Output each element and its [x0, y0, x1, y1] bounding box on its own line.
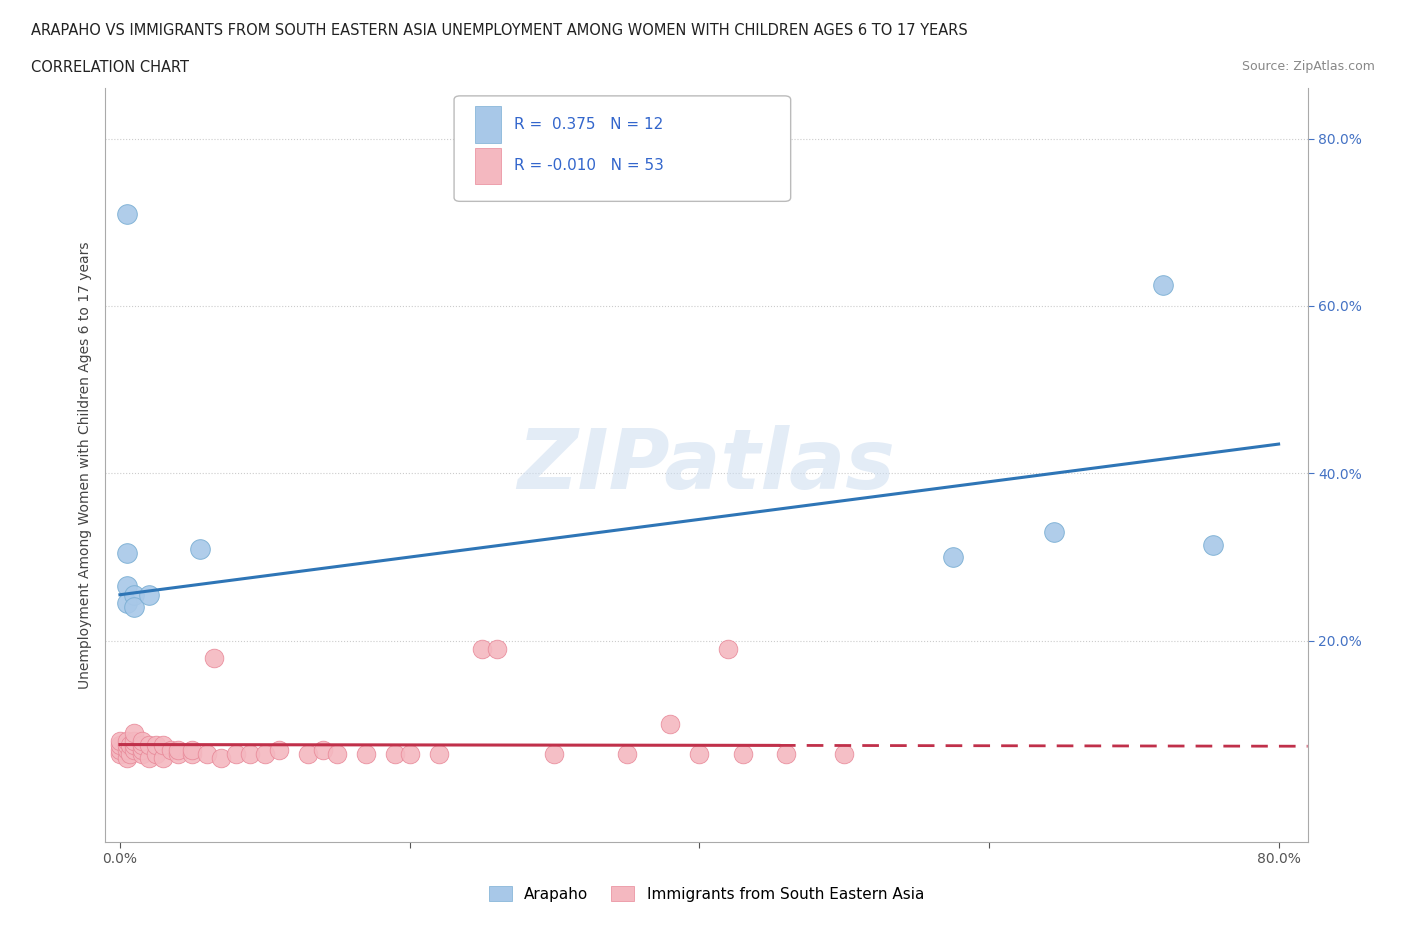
Point	[120, 738, 142, 753]
Bar	[474, 106, 501, 142]
Point	[832, 746, 855, 761]
Point	[138, 738, 160, 753]
Point	[108, 742, 131, 757]
Point	[225, 746, 247, 761]
Y-axis label: Unemployment Among Women with Children Ages 6 to 17 years: Unemployment Among Women with Children A…	[79, 241, 93, 689]
Point	[775, 746, 797, 761]
Point	[124, 738, 146, 753]
Point	[195, 746, 218, 761]
Point	[398, 746, 420, 761]
Point	[115, 545, 138, 560]
Text: Source: ZipAtlas.com: Source: ZipAtlas.com	[1241, 60, 1375, 73]
Point	[1043, 525, 1066, 539]
Point	[312, 742, 335, 757]
Point	[181, 746, 204, 761]
Point	[115, 734, 138, 749]
Point	[384, 746, 406, 761]
Point	[131, 738, 153, 753]
FancyBboxPatch shape	[454, 96, 790, 202]
Point	[131, 734, 153, 749]
Point	[152, 751, 174, 765]
Point	[239, 746, 262, 761]
Point	[152, 738, 174, 753]
Point	[659, 717, 682, 732]
Point	[354, 746, 377, 761]
Point	[124, 742, 146, 757]
Point	[145, 738, 167, 753]
Point	[731, 746, 754, 761]
Point	[543, 746, 565, 761]
Point	[138, 751, 160, 765]
Point	[167, 746, 190, 761]
Text: CORRELATION CHART: CORRELATION CHART	[31, 60, 188, 75]
Point	[145, 746, 167, 761]
Point	[108, 734, 131, 749]
Point	[202, 650, 225, 665]
Point	[427, 746, 450, 761]
Point	[326, 746, 349, 761]
Point	[124, 588, 146, 603]
Point	[253, 746, 276, 761]
Bar	[474, 148, 501, 184]
Point	[616, 746, 638, 761]
Point	[115, 206, 138, 221]
Point	[181, 742, 204, 757]
Point	[942, 550, 965, 565]
Point	[269, 742, 291, 757]
Point	[159, 742, 181, 757]
Point	[167, 742, 190, 757]
Point	[1202, 538, 1225, 552]
Point	[717, 642, 740, 657]
Point	[188, 541, 211, 556]
Point	[131, 746, 153, 761]
Point	[108, 738, 131, 753]
Point	[209, 751, 232, 765]
Point	[1152, 278, 1174, 293]
Point	[115, 742, 138, 757]
Point	[115, 596, 138, 611]
Text: ARAPAHO VS IMMIGRANTS FROM SOUTH EASTERN ASIA UNEMPLOYMENT AMONG WOMEN WITH CHIL: ARAPAHO VS IMMIGRANTS FROM SOUTH EASTERN…	[31, 23, 967, 38]
Point	[115, 738, 138, 753]
Text: ZIPatlas: ZIPatlas	[517, 424, 896, 506]
Point	[124, 600, 146, 615]
Point	[115, 578, 138, 594]
Point	[124, 725, 146, 740]
Point	[115, 751, 138, 765]
Point	[485, 642, 508, 657]
Point	[138, 588, 160, 603]
Point	[124, 734, 146, 749]
Point	[471, 642, 494, 657]
Point	[120, 746, 142, 761]
Legend: Arapaho, Immigrants from South Eastern Asia: Arapaho, Immigrants from South Eastern A…	[481, 878, 932, 910]
Point	[131, 742, 153, 757]
Point	[108, 746, 131, 761]
Point	[688, 746, 710, 761]
Text: R =  0.375   N = 12: R = 0.375 N = 12	[515, 117, 664, 132]
Text: R = -0.010   N = 53: R = -0.010 N = 53	[515, 158, 664, 173]
Point	[297, 746, 319, 761]
